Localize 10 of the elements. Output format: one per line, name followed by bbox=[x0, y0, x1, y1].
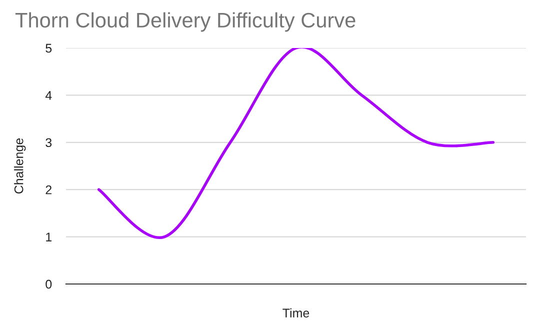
y-tick-label: 4 bbox=[45, 91, 52, 100]
x-axis-title: Time bbox=[282, 308, 310, 318]
y-tick-label: 1 bbox=[46, 232, 52, 242]
y-tick-label: 0 bbox=[46, 280, 52, 289]
y-tick-label: 2 bbox=[46, 185, 52, 194]
y-axis-title: Challenge bbox=[14, 138, 26, 194]
y-tick-label: 5 bbox=[46, 44, 52, 53]
line-series bbox=[97, 48, 495, 239]
chart-title: Thorn Cloud Delivery Difficulty Curve bbox=[15, 12, 356, 32]
y-tick-label: 3 bbox=[46, 138, 52, 148]
